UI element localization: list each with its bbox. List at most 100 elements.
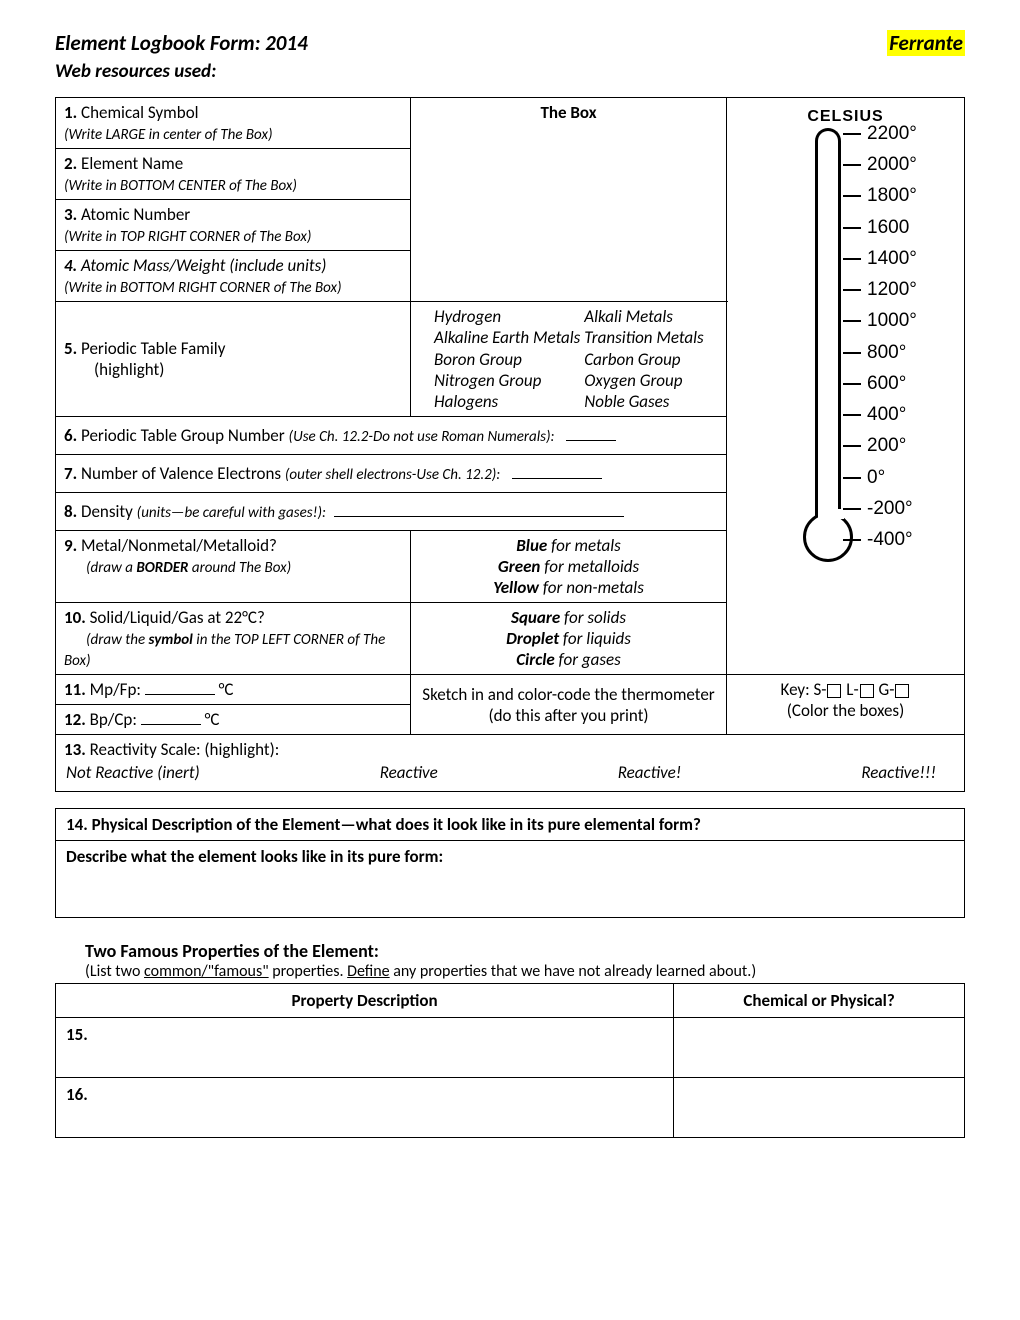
page-title: Element Logbook Form: 2014 (55, 30, 308, 56)
family-option: Nitrogen Group (434, 370, 580, 391)
thermometer-tick (843, 227, 861, 229)
key-sub: (Color the boxes) (735, 700, 956, 721)
the-box-title: The Box (419, 102, 718, 123)
properties-title: Two Famous Properties of the Element: (55, 940, 965, 962)
thermometer-tick-label: 1600 (867, 217, 909, 239)
section-14: 14. Physical Description of the Element—… (55, 808, 965, 918)
thermometer-tick (843, 508, 861, 510)
q1-hint: (Write LARGE in center of The Box) (64, 126, 273, 144)
q1-label: Chemical Symbol (81, 102, 199, 123)
q13-num: 13. (64, 739, 86, 760)
key-box-s[interactable] (827, 684, 841, 698)
q7-label: Number of Valence Electrons (81, 463, 281, 484)
q2-label: Element Name (81, 153, 183, 174)
thermometer-tick (843, 383, 861, 385)
q10-hint: (draw the symbol in the TOP LEFT CORNER … (64, 631, 385, 670)
thermometer-tick-label: 800° (867, 342, 906, 364)
q12-label: Bp/Cp: (90, 709, 137, 730)
thermometer-tick (843, 445, 861, 447)
family-option: Carbon Group (584, 349, 716, 370)
thermometer-tick-label: 1000° (867, 310, 917, 332)
thermometer-tick-label: 1800° (867, 185, 917, 207)
q11-blank[interactable] (145, 694, 215, 695)
reactivity-option: Reactive! (618, 762, 682, 783)
reactivity-option: Not Reactive (inert) (66, 762, 200, 783)
thermometer-tick-label: 200° (867, 435, 906, 457)
thermometer-tick-label: 2200° (867, 123, 917, 145)
q6-blank[interactable] (566, 440, 616, 441)
thermometer-tick-label: 400° (867, 404, 906, 426)
teacher-name: Ferrante (887, 30, 965, 56)
section-14-prompt: Describe what the element looks like in … (66, 846, 443, 867)
q16-type[interactable] (674, 1078, 965, 1138)
q3-label: Atomic Number (81, 204, 190, 225)
q7-hint: (outer shell electrons-Use Ch. 12.2): (285, 466, 500, 484)
q3-hint: (Write in TOP RIGHT CORNER of The Box) (64, 228, 311, 246)
q5-label: Periodic Table Family (81, 338, 225, 359)
q4-num: 4. (64, 255, 77, 276)
thermometer: CELSIUS 2200°2000°1800°16001400°1200°100… (735, 102, 956, 562)
thermometer-tube (815, 128, 841, 526)
q13-label: Reactivity Scale: (highlight): (90, 739, 280, 760)
thermometer-tick (843, 414, 861, 416)
reactivity-option: Reactive!!! (861, 762, 936, 783)
q12-blank[interactable] (141, 724, 201, 725)
opt-blue: Blue (516, 535, 547, 556)
opt-square: Square (511, 607, 560, 628)
q9-hint: (draw a BORDER around The Box) (64, 559, 291, 577)
q8-hint: (units—be careful with gases!): (137, 504, 326, 522)
props-col1: Property Description (56, 984, 674, 1018)
opt-yellow: Yellow (493, 577, 539, 598)
subtitle: Web resources used: (55, 60, 965, 83)
q4-hint: (Write in BOTTOM RIGHT CORNER of The Box… (64, 279, 342, 297)
q15[interactable]: 15. (56, 1018, 674, 1078)
q6-num: 6. (64, 425, 77, 446)
q10-label: Solid/Liquid/Gas at 22°C? (90, 607, 265, 628)
props-col2: Chemical or Physical? (674, 984, 965, 1018)
q3-num: 3. (64, 204, 77, 225)
q15-type[interactable] (674, 1018, 965, 1078)
thermometer-tick (843, 289, 861, 291)
thermometer-tick-label: 600° (867, 373, 906, 395)
q9-label: Metal/Nonmetal/Metalloid? (81, 535, 277, 556)
q8-num: 8. (64, 501, 77, 522)
families-right: Alkali MetalsTransition MetalsCarbon Gro… (584, 306, 716, 412)
q2-num: 2. (64, 153, 77, 174)
q6-hint: (Use Ch. 12.2-Do not use Roman Numerals)… (289, 428, 555, 446)
family-option: Noble Gases (584, 391, 716, 412)
key-box-l[interactable] (860, 684, 874, 698)
key-line: Key: S- L- G- (735, 679, 956, 700)
q8-blank[interactable] (334, 516, 624, 517)
q5-sub: (highlight) (64, 359, 164, 380)
section-14-header: 14. Physical Description of the Element—… (56, 809, 964, 841)
q8-label: Density (81, 501, 133, 522)
q16[interactable]: 16. (56, 1078, 674, 1138)
family-option: Oxygen Group (584, 370, 716, 391)
families-left: HydrogenAlkaline Earth MetalsBoron Group… (419, 306, 580, 412)
q7-blank[interactable] (512, 478, 602, 479)
family-option: Alkaline Earth Metals (434, 327, 580, 348)
q12-num: 12. (64, 709, 86, 730)
opt-green: Green (498, 556, 540, 577)
thermometer-bulb (803, 512, 853, 562)
q11-num: 11. (64, 679, 86, 700)
q2-hint: (Write in BOTTOM CENTER of The Box) (64, 177, 297, 195)
q11-label: Mp/Fp: (90, 679, 141, 700)
thermometer-tick (843, 258, 861, 260)
thermometer-tick (843, 320, 861, 322)
q6-label: Periodic Table Group Number (81, 425, 285, 446)
q9-num: 9. (64, 535, 77, 556)
thermometer-tick-label: 1200° (867, 279, 917, 301)
properties-subtitle: (List two common/"famous" properties. De… (55, 962, 965, 981)
thermometer-tick-label: -200° (867, 498, 913, 520)
thermometer-tick (843, 133, 861, 135)
q1-num: 1. (64, 102, 77, 123)
q5-num: 5. (64, 338, 77, 359)
key-box-g[interactable] (895, 684, 909, 698)
thermometer-tick (843, 195, 861, 197)
thermometer-tick (843, 477, 861, 479)
q10-num: 10. (64, 607, 86, 628)
thermo-instruction: Sketch in and color-code the thermometer… (422, 684, 714, 726)
family-option: Boron Group (434, 349, 580, 370)
family-option: Hydrogen (434, 306, 580, 327)
